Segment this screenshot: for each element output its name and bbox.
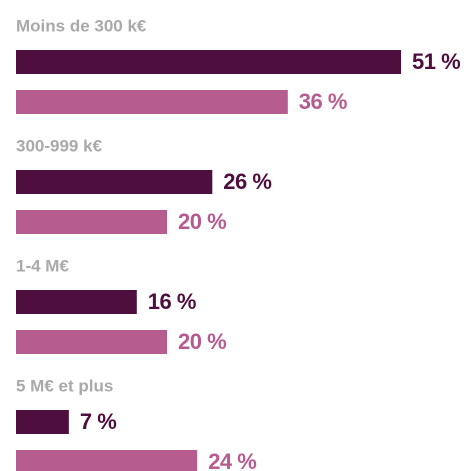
value-label: 26 % <box>223 169 271 194</box>
value-label: 20 % <box>178 329 226 354</box>
bar <box>16 210 167 234</box>
value-label: 24 % <box>208 449 256 471</box>
value-label: 16 % <box>148 289 196 314</box>
category-label: 5 M€ et plus <box>16 376 113 395</box>
value-label: 20 % <box>178 209 226 234</box>
category-label: 1-4 M€ <box>16 256 69 275</box>
category-label: Moins de 300 k€ <box>16 16 147 35</box>
bar <box>16 50 402 74</box>
bar <box>16 90 288 114</box>
bar <box>16 410 69 434</box>
value-label: 36 % <box>299 89 347 114</box>
bar <box>16 450 198 471</box>
value-label: 51 % <box>412 49 460 74</box>
bar <box>16 290 137 314</box>
category-label: 300-999 k€ <box>16 136 103 155</box>
bar <box>16 330 167 354</box>
value-label: 7 % <box>80 409 116 434</box>
bar <box>16 170 213 194</box>
